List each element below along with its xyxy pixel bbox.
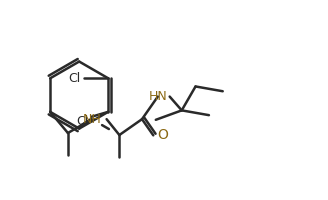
Text: O: O (157, 128, 168, 142)
Text: NH: NH (82, 113, 101, 126)
Text: Cl: Cl (76, 115, 89, 128)
Text: HN: HN (149, 90, 167, 103)
Text: Cl: Cl (68, 72, 81, 85)
